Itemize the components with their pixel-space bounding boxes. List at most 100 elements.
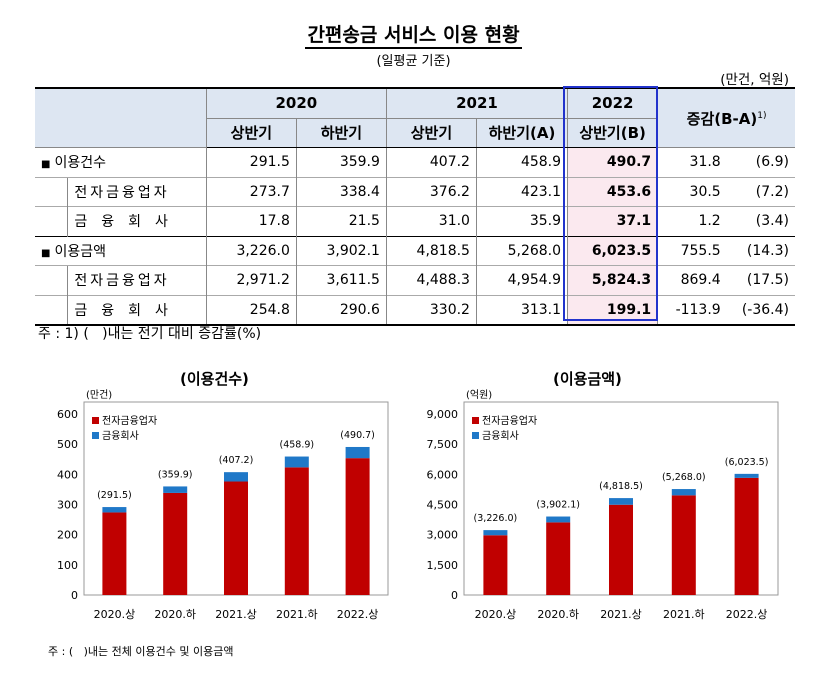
total-data-label: (359.9) [158,469,193,480]
bar-segment-financial [546,516,571,523]
year-header: 2022 [567,87,658,119]
y-tick-label: 600 [57,408,78,421]
value-cell: 5,268.0 [475,235,568,266]
value-cell: 17.8 [205,206,297,236]
row-label: ■ 이용금액 [35,235,207,266]
x-tick-label: 2021.상 [600,608,642,621]
year-header: 2020 [205,87,387,119]
indent-cell [35,265,68,295]
bar-segment-electronic [546,522,571,595]
y-tick-label: 400 [57,468,78,481]
total-data-label: (291.5) [97,490,132,501]
bar-segment-financial [163,486,188,493]
period-header: 하반기(A) [475,118,568,148]
chart-usage-count: 0 100 200 300 400 500 600 (만건) (291.5) 2020.상 (359… [57,389,389,621]
change-pct-cell: (14.3) [726,235,795,266]
row-label: ■ 이용건수 [35,147,207,177]
year-header: 2021 [385,87,568,119]
value-cell: 3,226.0 [205,235,297,266]
value-cell: 376.2 [385,176,477,207]
value-cell: 291.5 [205,147,297,177]
row-label: 금융회사 [67,294,207,326]
x-tick-label: 2021.하 [663,607,705,621]
bar-segment-financial [671,489,696,496]
bar-segment-electronic [284,467,309,595]
row-label: 전자금융업자 [67,176,207,207]
category-row: ■ 이용금액 3,226.0 3,902.1 4,818.5 5,268.0 6,023.5… [35,235,795,266]
value-cell: 490.7 [567,147,658,177]
bullet-icon: ■ [41,159,51,171]
sub-row: 금융회사 254.8 290.6 330.2 313.1 199.1 -113.9 (-36.… [35,294,795,326]
value-cell: 407.2 [385,147,477,177]
change-header-label: 증감(B-A) [686,109,758,128]
y-tick-label: 100 [57,559,78,572]
period-header: 상반기 [385,118,477,148]
sub-row: 전자금융업자 273.7 338.4 376.2 423.1 453.6 30.5 (7.2) [35,176,795,207]
total-data-label: (6,023.5) [725,457,769,468]
sub-row: 전자금융업자 2,971.2 3,611.5 4,488.3 4,954.9 5,824.… [35,265,795,295]
x-tick-label: 2020.상 [94,608,136,621]
category-row: ■ 이용건수 291.5 359.9 407.2 458.9 490.7 31.8 (6.9) [35,147,795,177]
y-tick-label: 300 [57,499,78,512]
bar-segment-financial [483,530,508,536]
indent-cell [35,294,68,326]
total-data-label: (458.9) [279,440,314,451]
x-tick-label: 2021.하 [276,607,318,621]
unit-label: (만건, 억원) [720,72,789,88]
bar-segment-financial [609,498,633,505]
x-tick-label: 2021.상 [215,608,257,621]
y-axis-unit: (만건) [86,389,112,401]
value-cell: 338.4 [295,176,387,207]
bar-segment-electronic [483,535,508,595]
bar-segment-financial [224,472,248,482]
legend-swatch [92,432,99,439]
value-cell: 37.1 [567,206,658,236]
legend-label: 전자금융업자 [102,414,157,427]
value-cell: 35.9 [475,206,568,236]
y-tick-label: 200 [57,529,78,542]
y-tick-label: 0 [451,589,458,602]
y-axis-unit: (억원) [466,389,492,401]
value-cell: 359.9 [295,147,387,177]
period-header-row: 상반기 하반기 상반기 하반기(A) 상반기(B) [35,118,795,148]
value-cell: 273.7 [205,176,297,207]
value-cell: 458.9 [475,147,568,177]
y-tick-label: 9,000 [427,408,459,421]
bar-segment-electronic [224,481,248,595]
change-cell: 755.5 [657,235,727,266]
y-tick-label: 4,500 [427,499,459,512]
value-cell: 31.0 [385,206,477,236]
legend-swatch [472,432,479,439]
table-note: 주 : 1) ( )내는 전기 대비 증감률(%) [38,326,262,342]
change-cell: -113.9 [657,294,727,326]
y-tick-label: 7,500 [427,438,459,451]
change-pct-cell: (-36.4) [726,294,795,326]
change-header: 증감(B-A)1) [657,87,795,148]
value-cell: 254.8 [205,294,297,326]
value-cell: 4,488.3 [385,265,477,295]
total-data-label: (5,268.0) [662,472,706,483]
bar-segment-financial [734,473,759,478]
bar-segment-financial [102,507,127,513]
bar-segment-electronic [734,477,759,595]
legend-label: 전자금융업자 [482,414,537,427]
value-cell: 5,824.3 [567,265,658,295]
value-cell: 4,818.5 [385,235,477,266]
total-data-label: (490.7) [340,430,375,441]
total-data-label: (4,818.5) [599,481,643,492]
page-title: 간편송금 서비스 이용 현황 [0,20,827,49]
row-label-text: 이용건수 [54,155,106,172]
value-cell: 423.1 [475,176,568,207]
row-label: 금융회사 [67,206,207,236]
x-tick-label: 2022.상 [337,608,379,621]
x-tick-label: 2020.상 [475,608,517,621]
bar-segment-electronic [163,492,188,595]
value-cell: 3,902.1 [295,235,387,266]
change-cell: 30.5 [657,176,727,207]
value-cell: 21.5 [295,206,387,236]
y-tick-label: 6,000 [427,468,459,481]
x-tick-label: 2020.하 [154,607,196,621]
y-tick-label: 1,500 [427,559,459,572]
value-cell: 313.1 [475,294,568,326]
total-data-label: (3,902.1) [536,500,580,511]
